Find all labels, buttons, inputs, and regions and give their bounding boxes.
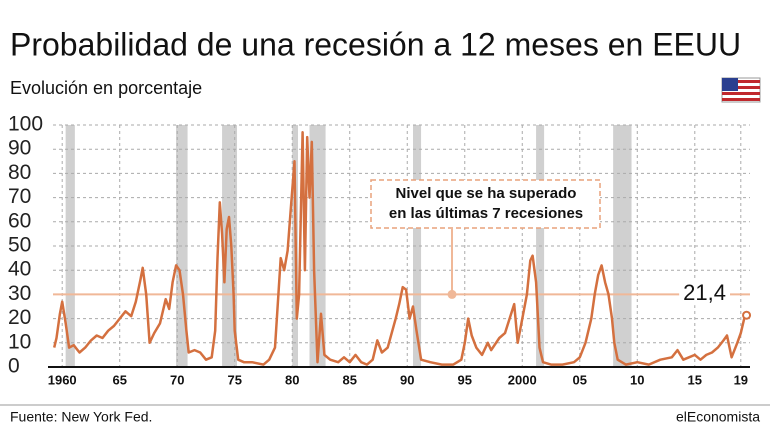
y-tick-label: 10	[8, 330, 31, 353]
end-point	[742, 310, 752, 320]
y-tick-label: 70	[8, 185, 31, 208]
x-tick-label: 05	[573, 372, 587, 387]
y-tick-label: 40	[8, 258, 31, 281]
y-tick-label: 90	[8, 137, 31, 160]
x-tick-label: 90	[400, 372, 414, 387]
x-tick-label: 65	[112, 372, 126, 387]
brand: elEconomista	[676, 409, 760, 425]
source: Fuente: New York Fed.	[10, 409, 152, 425]
y-tick-label: 20	[8, 306, 31, 329]
x-tick-label: 80	[285, 372, 299, 387]
y-tick-label: 80	[8, 161, 31, 184]
annotation-text: en las últimas 7 recesiones	[389, 205, 583, 222]
y-tick-label: 30	[8, 282, 31, 305]
recession-band	[413, 125, 422, 367]
y-tick-label: 0	[8, 355, 20, 378]
flag	[721, 77, 761, 103]
y-tick-label: 50	[8, 234, 31, 257]
recession-band	[613, 125, 632, 367]
x-tick-label: 19	[734, 372, 748, 387]
end-label: 21,4	[683, 280, 726, 305]
x-tick-label: 10	[630, 372, 644, 387]
y-tick-label: 60	[8, 209, 31, 232]
x-tick-label: 85	[343, 372, 357, 387]
x-tick-label: 15	[688, 372, 702, 387]
x-tick-label: 75	[227, 372, 241, 387]
x-tick-label: 2000	[508, 372, 537, 387]
x-tick-label: 1960	[48, 372, 77, 387]
x-tick-label: 70	[170, 372, 184, 387]
chart-title: Probabilidad de una recesión a 12 meses …	[10, 26, 741, 62]
chart-subtitle: Evolución en porcentaje	[10, 78, 202, 98]
annotation-text: Nivel que se ha superado	[396, 185, 577, 202]
x-tick-label: 95	[458, 372, 472, 387]
y-tick-label: 100	[8, 113, 43, 136]
annotation-box	[370, 179, 601, 229]
end-label-bg	[679, 280, 730, 306]
recession-band	[65, 125, 75, 367]
annotation-dot	[447, 289, 457, 299]
series-line	[52, 131, 748, 366]
